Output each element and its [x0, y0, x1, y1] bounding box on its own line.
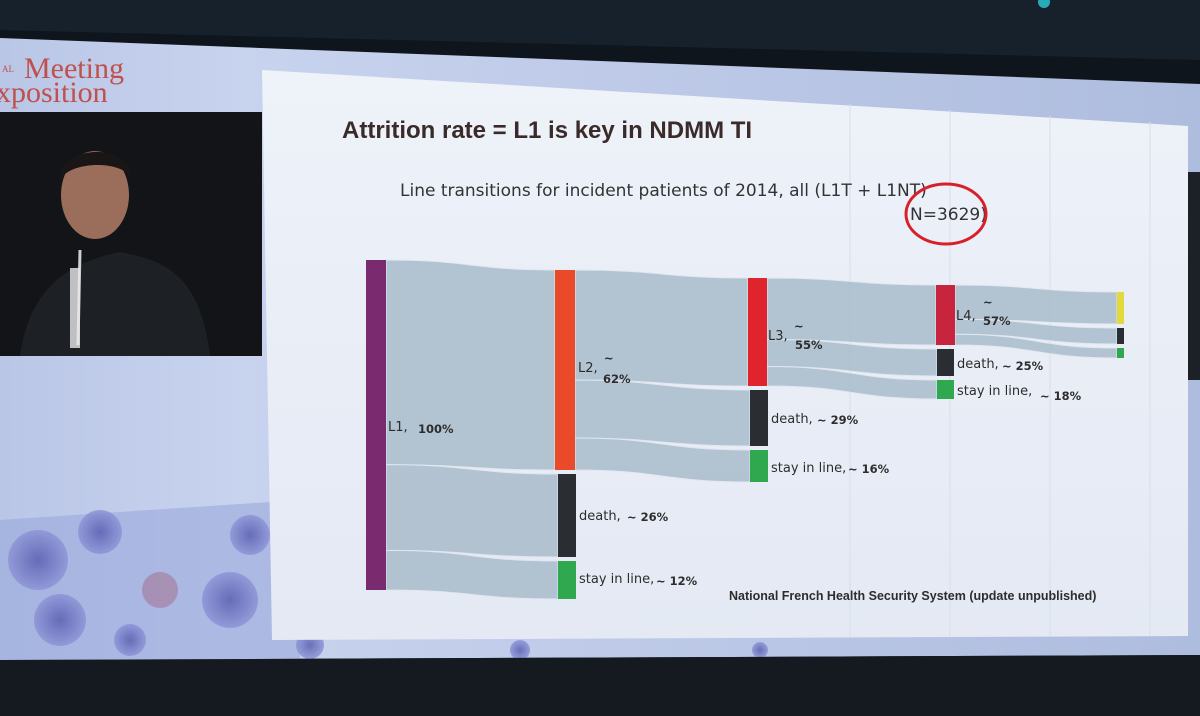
sankey-label-name-death3: death,	[957, 357, 999, 372]
sankey-label-value-death1: ~ 26%	[627, 510, 669, 524]
sankey-node-death1	[558, 474, 576, 557]
sankey-node-death3	[937, 349, 954, 376]
sankey-nodes	[366, 260, 1124, 599]
sankey-link-L1-death1	[385, 464, 559, 558]
sankey-label-name-L1: L1,	[388, 420, 408, 435]
event-title-line2: xposition	[0, 76, 108, 109]
sankey-node-L3	[748, 278, 767, 386]
sankey-link-L2-death2	[574, 379, 751, 447]
sankey-label-value-death2: ~ 29%	[817, 413, 859, 427]
sankey-label-value-L4: 57%	[983, 314, 1011, 328]
speaker-hair	[60, 151, 132, 180]
sankey-label-value-L1: 100%	[418, 422, 454, 436]
sankey-labels: L1, 100%L2,62%~death, ~ 26%stay in line, ~ …	[388, 295, 1082, 588]
sankey-link-L1-L2	[385, 259, 556, 471]
sankey-label-tilde-L3: ~	[794, 319, 804, 333]
sankey-label-tilde-L2: ~	[604, 351, 614, 365]
sankey-node-stay4	[1117, 348, 1124, 358]
slide-title: Attrition rate = L1 is key in NDMM TI	[342, 117, 752, 144]
source-note: National French Health Security System (…	[729, 589, 1096, 603]
sankey-node-stay2	[750, 450, 768, 482]
sankey-label-value-L3: 55%	[795, 338, 823, 352]
lanyard	[70, 268, 80, 348]
sankey-node-L5	[1117, 292, 1124, 324]
sankey-node-death2	[750, 390, 768, 446]
ceiling-light	[1038, 0, 1050, 8]
sankey-label-tilde-L4: ~	[983, 295, 993, 309]
sankey-node-stay1	[558, 561, 576, 599]
stage-floor	[0, 655, 1200, 716]
speaker-video	[0, 112, 262, 356]
sankey-label-name-death1: death,	[579, 509, 621, 524]
sankey-label-value-stay3: ~ 18%	[1040, 389, 1082, 403]
slide-subtitle: Line transitions for incident patients o…	[400, 181, 927, 201]
highlight-circle	[904, 182, 988, 246]
side-panel	[1188, 172, 1200, 380]
ceiling	[0, 0, 1200, 60]
sankey-links	[385, 259, 1118, 600]
sankey-label-value-stay2: ~ 16%	[848, 462, 890, 476]
cell-decoration	[8, 510, 768, 660]
sankey-label-name-L3: L3,	[768, 329, 788, 344]
sankey-label-value-stay1: ~ 12%	[656, 574, 698, 588]
sankey-label-value-L2: 62%	[603, 372, 631, 386]
speaker-body	[20, 252, 210, 356]
sankey-label-name-stay3: stay in line,	[957, 384, 1032, 399]
sankey-node-L2	[555, 270, 575, 470]
sankey-node-stay3	[937, 380, 954, 399]
event-header: AL Meeting xposition	[0, 52, 124, 109]
sankey-label-name-death2: death,	[771, 412, 813, 427]
sankey-label-name-stay1: stay in line,	[579, 572, 654, 587]
sankey-label-name-L2: L2,	[578, 361, 598, 376]
sankey-label-name-L4: L4,	[956, 309, 976, 324]
sankey-label-name-stay2: stay in line,	[771, 461, 846, 476]
sankey-node-death4	[1117, 328, 1124, 344]
sankey-link-L3-L4	[766, 277, 937, 346]
event-title-line1: Meeting	[24, 52, 124, 85]
sankey-link-L2-L3	[574, 269, 749, 387]
sankey-node-L1	[366, 260, 386, 590]
speaker-face	[61, 151, 129, 239]
patient-count: N=3629)	[910, 205, 987, 225]
sankey-label-value-death3: ~ 25%	[1002, 359, 1044, 373]
sankey-node-L4	[936, 285, 955, 345]
event-prefix-bottom: AL	[2, 64, 14, 74]
